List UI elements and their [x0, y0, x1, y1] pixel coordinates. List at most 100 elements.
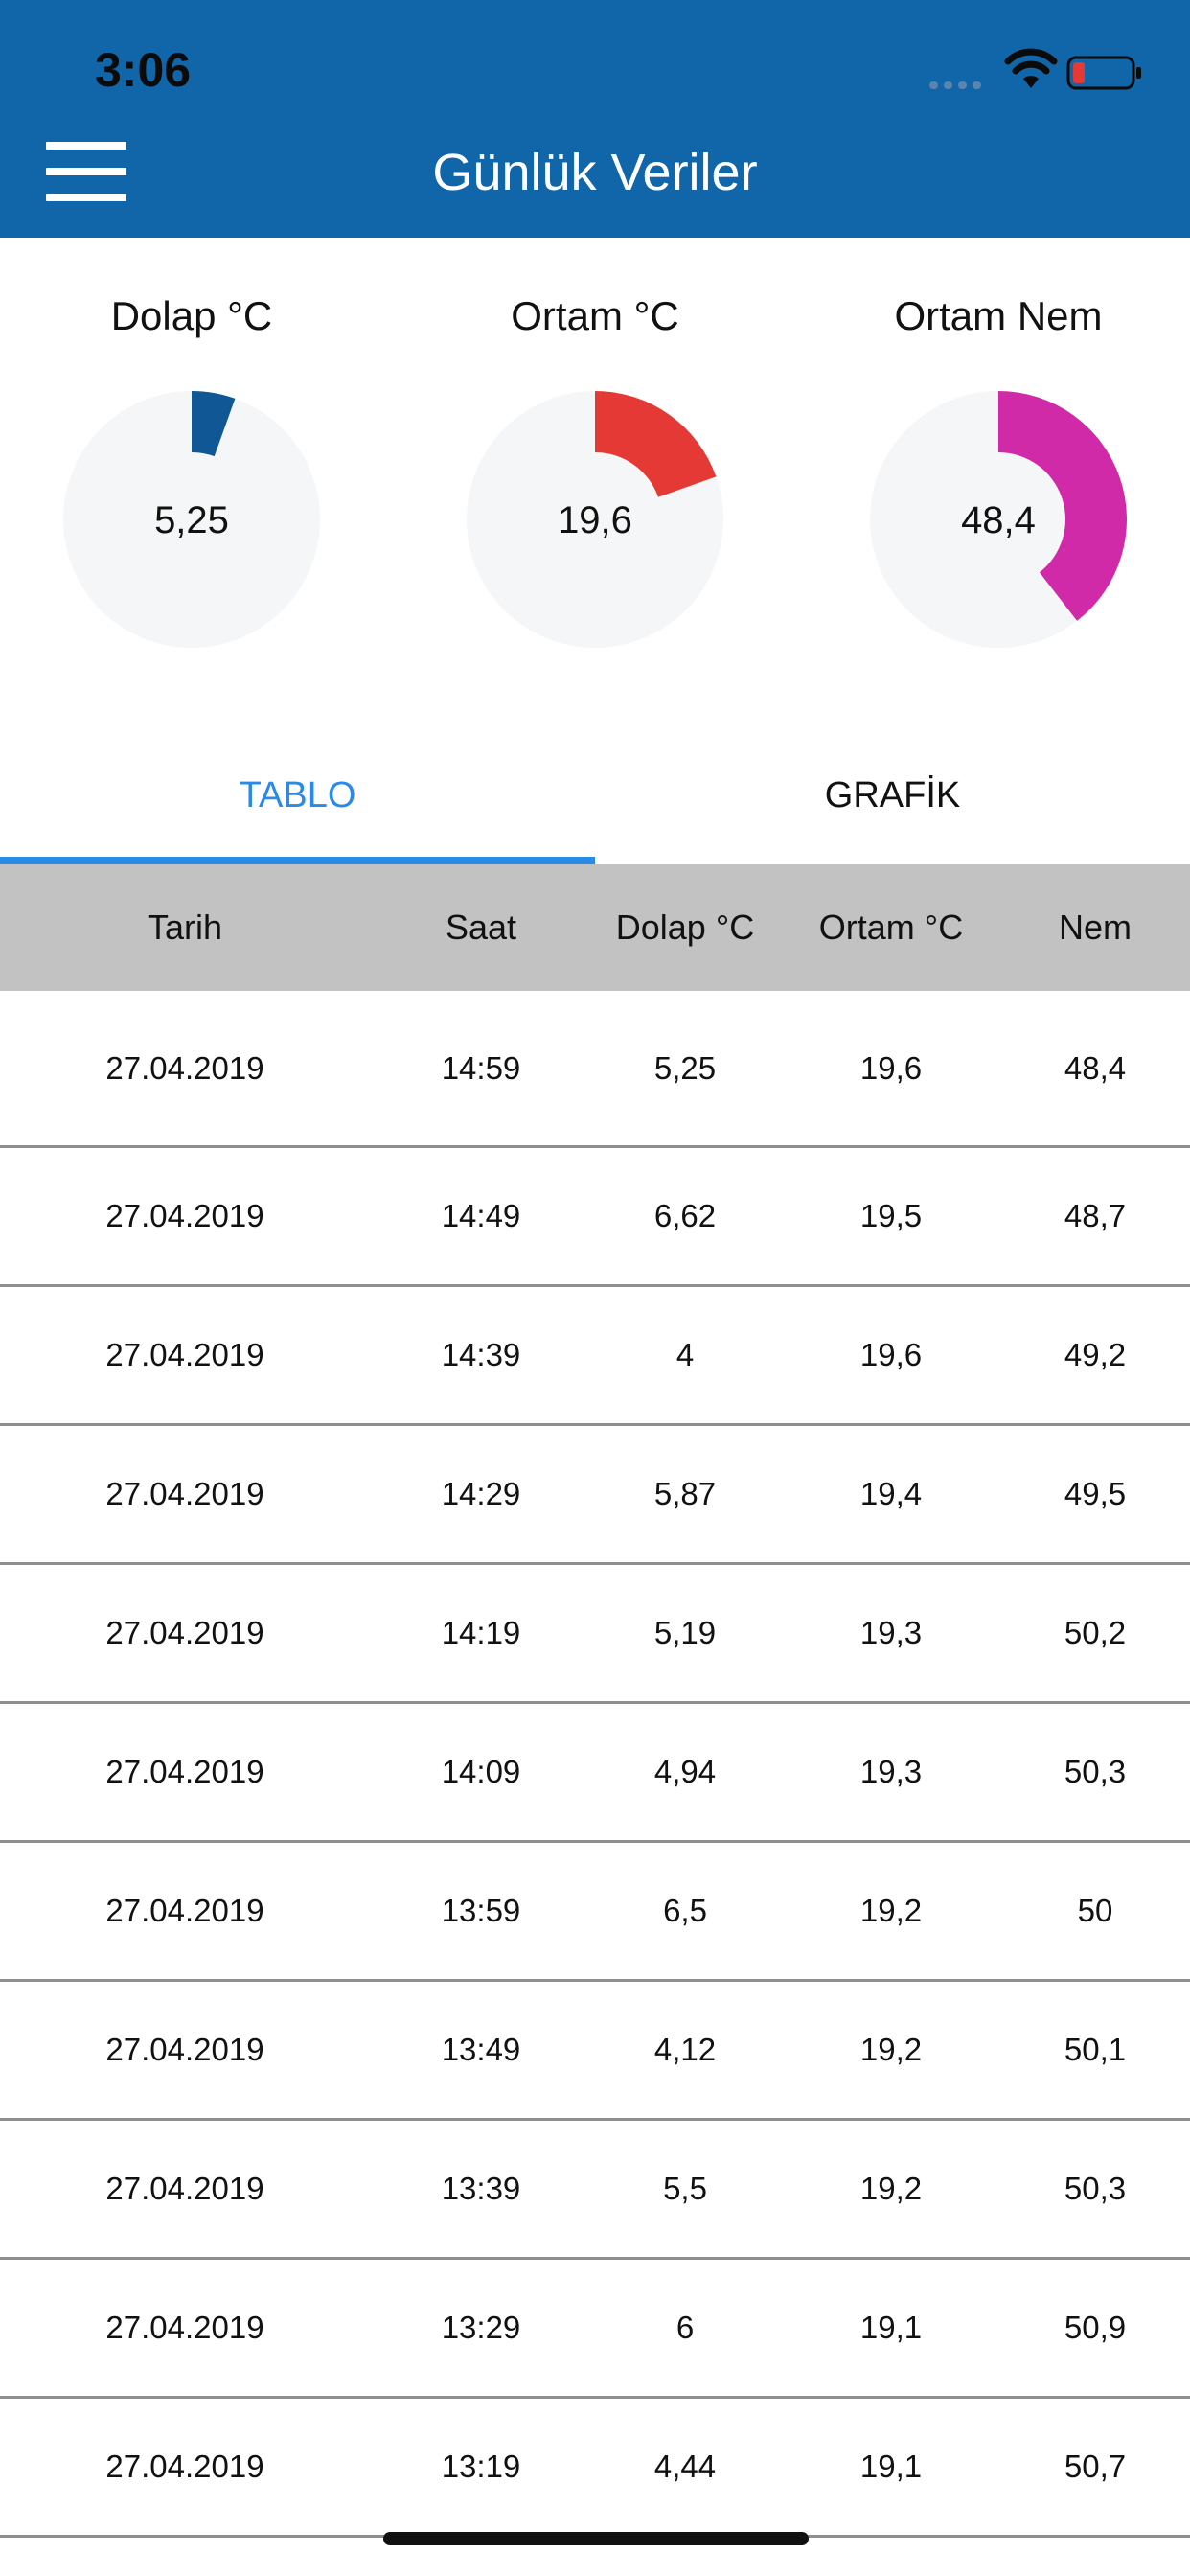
- cell-saat: 14:29: [441, 1476, 521, 1511]
- cell-ortam: 19,4: [859, 1476, 923, 1511]
- table-row: 27.04.2019 14:19 5,19 19,3 50,2: [0, 1565, 1190, 1704]
- cell-saat: 14:09: [441, 1754, 521, 1789]
- gauge-dolap: Dolap °C 5,25: [0, 288, 383, 671]
- table-row: 27.04.2019 14:39 4 19,6 49,2: [0, 1287, 1190, 1426]
- cell-tarih: 27.04.2019: [105, 2032, 264, 2067]
- cell-ortam: 19,2: [859, 2032, 923, 2067]
- gauge-title: Ortam Nem: [894, 293, 1103, 338]
- hamburger-menu-icon[interactable]: [46, 142, 126, 201]
- cell-saat: 14:59: [441, 1049, 521, 1086]
- cell-nem: 50,1: [1064, 2032, 1127, 2067]
- wifi-icon: [1004, 48, 1058, 88]
- cell-dolap: 6,62: [653, 1198, 717, 1233]
- cell-saat: 13:29: [441, 2310, 521, 2345]
- gauge-arc: [998, 391, 1127, 621]
- table-body: 27.04.2019 14:59 5,25 19,6 48,4 27.04.2019 14:…: [0, 991, 1190, 2538]
- cell-dolap: 4,12: [653, 2032, 717, 2067]
- cell-tarih: 27.04.2019: [105, 1337, 264, 1372]
- cell-tarih: 27.04.2019: [105, 1615, 264, 1650]
- cell-dolap: 5,5: [663, 2171, 707, 2206]
- cell-nem: 50,2: [1064, 1615, 1127, 1650]
- cell-ortam: 19,1: [859, 2310, 923, 2345]
- table-row: 27.04.2019 14:59 5,25 19,6 48,4: [0, 991, 1190, 1148]
- battery-low-icon: [1066, 56, 1141, 90]
- cell-ortam: 19,3: [859, 1615, 923, 1650]
- cell-nem: 50,9: [1064, 2310, 1127, 2345]
- cell-ortam: 19,5: [859, 1198, 923, 1233]
- table-row: 27.04.2019 13:39 5,5 19,2 50,3: [0, 2121, 1190, 2260]
- cell-dolap: 5,87: [653, 1476, 717, 1511]
- cell-tarih: 27.04.2019: [105, 1198, 264, 1233]
- column-header-dolap: Dolap °C: [615, 908, 755, 947]
- gauge-title: Ortam °C: [511, 293, 679, 338]
- cell-tarih: 27.04.2019: [105, 2449, 264, 2484]
- gauge-value: 5,25: [154, 499, 229, 541]
- gauge-ortam-nem: Ortam Nem 48,4: [807, 288, 1190, 671]
- column-header-nem: Nem: [1058, 908, 1132, 947]
- app-header: 3:06 Günlük Veriler: [0, 0, 1190, 238]
- cell-nem: 49,5: [1064, 1476, 1127, 1511]
- cell-nem: 50,3: [1064, 1754, 1127, 1789]
- cell-dolap: 6: [675, 2310, 695, 2345]
- table-header: Tarih Saat Dolap °C Ortam °C Nem: [0, 864, 1190, 991]
- table-row: 27.04.2019 14:29 5,87 19,4 49,5: [0, 1426, 1190, 1565]
- table-row: 27.04.2019 13:29 6 19,1 50,9: [0, 2260, 1190, 2399]
- gauge-title: Dolap °C: [110, 293, 273, 338]
- gauge-value: 48,4: [961, 499, 1036, 541]
- cell-nem: 50,3: [1064, 2171, 1127, 2206]
- column-header-tarih: Tarih: [147, 908, 223, 947]
- tab-bar: TABLO GRAFİK: [0, 748, 1190, 864]
- cell-ortam: 19,3: [859, 1754, 923, 1789]
- cell-dolap: 4,94: [653, 1754, 717, 1789]
- table-row: 27.04.2019 13:49 4,12 19,2 50,1: [0, 1982, 1190, 2121]
- cell-saat: 13:19: [441, 2449, 521, 2484]
- cell-saat: 14:19: [441, 1615, 521, 1650]
- cell-nem: 48,7: [1064, 1198, 1127, 1233]
- cell-tarih: 27.04.2019: [105, 2310, 264, 2345]
- cell-tarih: 27.04.2019: [105, 1893, 264, 1928]
- cell-ortam: 19,2: [859, 2171, 923, 2206]
- tab-grafik[interactable]: GRAFİK: [824, 775, 961, 816]
- cell-saat: 14:49: [441, 1198, 521, 1233]
- active-tab-indicator: [0, 857, 595, 864]
- cell-tarih: 27.04.2019: [105, 1049, 264, 1086]
- table-row: 27.04.2019 14:49 6,62 19,5 48,7: [0, 1148, 1190, 1287]
- cell-ortam: 19,2: [859, 1893, 923, 1928]
- gauge-dial: [870, 391, 1127, 648]
- cell-nem: 50: [1077, 1893, 1113, 1928]
- cell-dolap: 4,44: [653, 2449, 717, 2484]
- cell-dolap: 5,19: [653, 1615, 717, 1650]
- home-indicator: [383, 2532, 809, 2545]
- gauge-arc: [192, 391, 236, 457]
- cell-nem: 50,7: [1064, 2449, 1127, 2484]
- column-header-saat: Saat: [445, 908, 517, 947]
- gauge-value: 19,6: [558, 499, 632, 541]
- table-row: 27.04.2019 14:09 4,94 19,3 50,3: [0, 1704, 1190, 1843]
- cell-tarih: 27.04.2019: [105, 1476, 264, 1511]
- gauge-arc: [595, 391, 717, 497]
- cell-dolap: 6,5: [663, 1893, 707, 1928]
- gauge-dial: [63, 391, 320, 648]
- cell-saat: 13:39: [441, 2171, 521, 2206]
- cell-tarih: 27.04.2019: [105, 2171, 264, 2206]
- cell-ortam: 19,6: [859, 1337, 923, 1372]
- status-time: 3:06: [95, 43, 192, 97]
- cell-saat: 13:49: [441, 2032, 521, 2067]
- cell-nem: 49,2: [1064, 1337, 1127, 1372]
- table-row: 27.04.2019 13:59 6,5 19,2 50: [0, 1843, 1190, 1982]
- cell-dolap: 4: [675, 1337, 695, 1372]
- cell-nem: 48,4: [1064, 1049, 1127, 1086]
- gauge-ortam-sicaklik: Ortam °C 19,6: [403, 288, 787, 671]
- gauge-dial: [467, 391, 723, 648]
- tab-tablo[interactable]: TABLO: [239, 775, 356, 816]
- table-row: 27.04.2019 13:19 4,44 19,1 50,7: [0, 2399, 1190, 2538]
- cell-saat: 13:59: [441, 1893, 521, 1928]
- column-header-ortam: Ortam °C: [818, 908, 964, 947]
- cell-tarih: 27.04.2019: [105, 1754, 264, 1789]
- cell-dolap: 5,25: [653, 1049, 717, 1086]
- cell-saat: 14:39: [441, 1337, 521, 1372]
- cell-ortam: 19,1: [859, 2449, 923, 2484]
- status-icons: [929, 48, 1150, 96]
- signal-dots-icon: [929, 81, 987, 89]
- cell-ortam: 19,6: [859, 1049, 923, 1086]
